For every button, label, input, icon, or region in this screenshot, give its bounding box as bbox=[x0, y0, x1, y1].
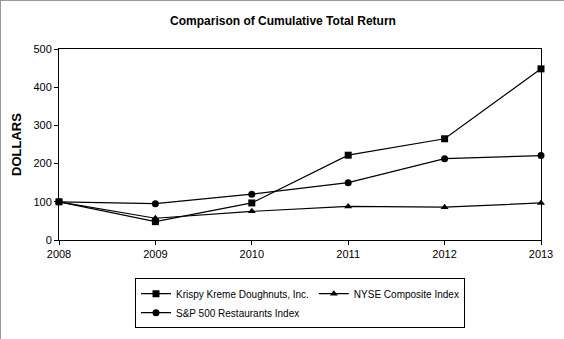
svg-text:100: 100 bbox=[33, 196, 51, 208]
svg-text:0: 0 bbox=[46, 234, 52, 246]
svg-text:2011: 2011 bbox=[336, 248, 360, 260]
svg-text:S&P 500 Restaurants Index: S&P 500 Restaurants Index bbox=[176, 308, 299, 319]
svg-text:NYSE Composite Index: NYSE Composite Index bbox=[354, 289, 459, 300]
svg-text:300: 300 bbox=[33, 119, 51, 131]
svg-text:200: 200 bbox=[33, 157, 51, 169]
svg-text:500: 500 bbox=[33, 43, 51, 55]
svg-text:400: 400 bbox=[33, 81, 51, 93]
svg-text:2012: 2012 bbox=[432, 248, 456, 260]
svg-text:2009: 2009 bbox=[143, 248, 167, 260]
svg-text:2013: 2013 bbox=[529, 248, 553, 260]
svg-text:DOLLARS: DOLLARS bbox=[9, 113, 24, 176]
svg-text:2010: 2010 bbox=[240, 248, 264, 260]
svg-text:Comparison of Cumulative Total: Comparison of Cumulative Total Return bbox=[170, 14, 396, 28]
svg-text:2008: 2008 bbox=[47, 248, 71, 260]
svg-text:Krispy Kreme Doughnuts, Inc.: Krispy Kreme Doughnuts, Inc. bbox=[176, 289, 309, 300]
